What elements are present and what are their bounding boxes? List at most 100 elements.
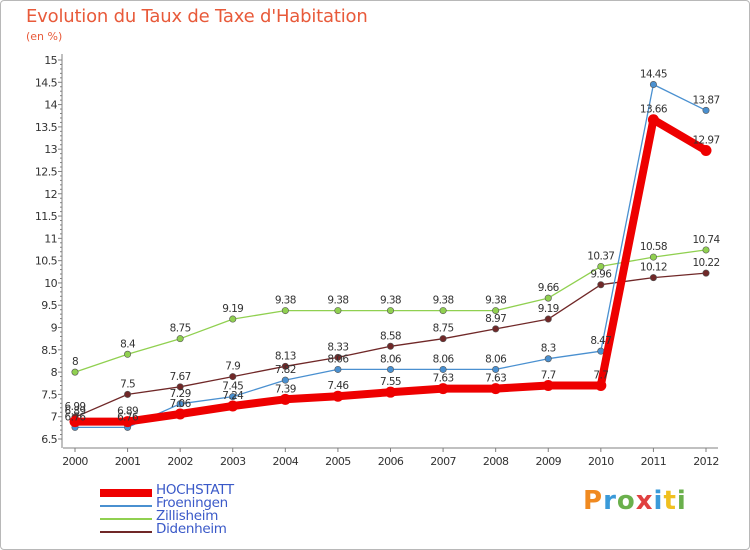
y-tick-label: 10: [44, 277, 57, 290]
legend-swatch-froeningen: [100, 504, 152, 507]
data-label: 8.4: [120, 338, 136, 350]
legend-swatch-didenheim: [100, 530, 152, 533]
data-label: 10.22: [692, 257, 719, 269]
data-point: [702, 246, 710, 254]
data-label: 7.7: [541, 369, 556, 381]
y-tick-label: 8: [51, 366, 58, 379]
data-label: 7.7: [593, 369, 608, 381]
data-point: [700, 145, 712, 157]
x-tick-label: 2000: [62, 455, 88, 468]
data-label: 10.74: [692, 234, 720, 246]
y-tick-label: 12: [44, 188, 57, 201]
data-label: 7.39: [275, 383, 296, 395]
chart-title: Evolution du Taux de Taxe d'Habitation: [26, 6, 368, 27]
x-tick-label: 2009: [535, 455, 561, 468]
data-point: [492, 307, 500, 315]
data-label: 8.58: [380, 330, 401, 342]
data-point: [649, 81, 657, 89]
data-point: [702, 106, 710, 114]
logo-letter: r: [603, 486, 617, 516]
data-point: [69, 416, 81, 428]
data-label: 9.66: [538, 282, 560, 294]
data-point: [332, 390, 344, 402]
x-tick-label: 2007: [430, 455, 456, 468]
x-tick-label: 2005: [325, 455, 351, 468]
data-label: 10.12: [640, 262, 667, 274]
data-label: 8.75: [170, 323, 191, 335]
data-point: [281, 362, 289, 370]
data-point: [597, 262, 605, 270]
y-tick-label: 9.5: [41, 299, 57, 312]
data-point: [334, 353, 342, 361]
data-label: 14.45: [640, 69, 667, 81]
data-point: [649, 274, 657, 282]
data-label: 8.13: [275, 350, 296, 362]
data-label: 6.89: [65, 406, 86, 418]
data-point: [229, 373, 237, 381]
y-tick-label: 11.5: [35, 210, 58, 223]
legend-label: Froeningen: [156, 495, 228, 511]
data-point: [176, 335, 184, 343]
data-point: [492, 365, 500, 373]
y-tick-label: 6.5: [41, 433, 57, 446]
data-label: 8.06: [485, 353, 507, 365]
x-tick-label: 2011: [641, 455, 667, 468]
data-point: [649, 253, 657, 261]
x-tick-label: 2006: [378, 455, 404, 468]
data-label: 8.75: [433, 323, 454, 335]
data-point: [542, 379, 554, 391]
data-label: 9.19: [538, 303, 559, 315]
y-tick-label: 7.5: [41, 388, 57, 401]
data-point: [544, 355, 552, 363]
data-label: 12.97: [692, 135, 719, 147]
y-tick-label: 13: [44, 143, 57, 156]
data-label: 6.89: [117, 406, 138, 418]
y-tick-label: 12.5: [35, 165, 58, 178]
data-point: [281, 376, 289, 384]
data-point: [386, 365, 394, 373]
logo-letter: i: [676, 486, 687, 516]
data-point: [386, 342, 394, 350]
data-label: 8.47: [590, 335, 611, 347]
data-label: 6.76: [117, 411, 139, 423]
data-label: 7.06: [170, 398, 192, 410]
chart-subtitle: (en %): [26, 30, 63, 43]
data-label: 9.19: [222, 303, 243, 315]
data-label: 7.5: [120, 378, 135, 390]
data-label: 7.9: [225, 361, 240, 373]
data-label: 9.38: [380, 295, 401, 307]
data-label: 8.33: [327, 341, 348, 353]
data-label: 9.38: [327, 295, 348, 307]
data-point: [385, 386, 396, 398]
data-point: [492, 325, 500, 333]
data-label: 9.38: [275, 295, 296, 307]
data-point: [229, 315, 237, 323]
legend-label: HOCHSTATT: [156, 482, 234, 498]
data-point: [647, 114, 659, 126]
data-point: [334, 365, 342, 373]
legend-swatch-zillisheim: [100, 517, 152, 520]
data-point: [439, 307, 447, 315]
y-tick-label: 10.5: [35, 255, 58, 268]
data-point: [544, 294, 552, 302]
y-tick-label: 14: [44, 99, 57, 112]
logo-letter: i: [653, 486, 664, 516]
data-point: [174, 408, 186, 420]
data-label: 6.99: [65, 401, 86, 413]
logo-letter: x: [635, 486, 654, 516]
data-point: [279, 393, 291, 405]
data-label: 13.66: [640, 104, 668, 116]
data-point: [597, 347, 605, 355]
data-point: [71, 368, 79, 376]
data-point: [544, 315, 552, 323]
data-label: 10.37: [587, 250, 614, 262]
data-point: [227, 400, 239, 412]
x-tick-label: 2003: [220, 455, 246, 468]
data-label: 7.63: [485, 373, 506, 385]
x-tick-label: 2004: [273, 455, 299, 468]
data-point: [334, 307, 342, 315]
data-label: 7.29: [170, 388, 191, 400]
data-point: [597, 281, 605, 289]
y-tick-label: 14.5: [35, 76, 58, 89]
legend-label: Didenheim: [156, 521, 227, 537]
